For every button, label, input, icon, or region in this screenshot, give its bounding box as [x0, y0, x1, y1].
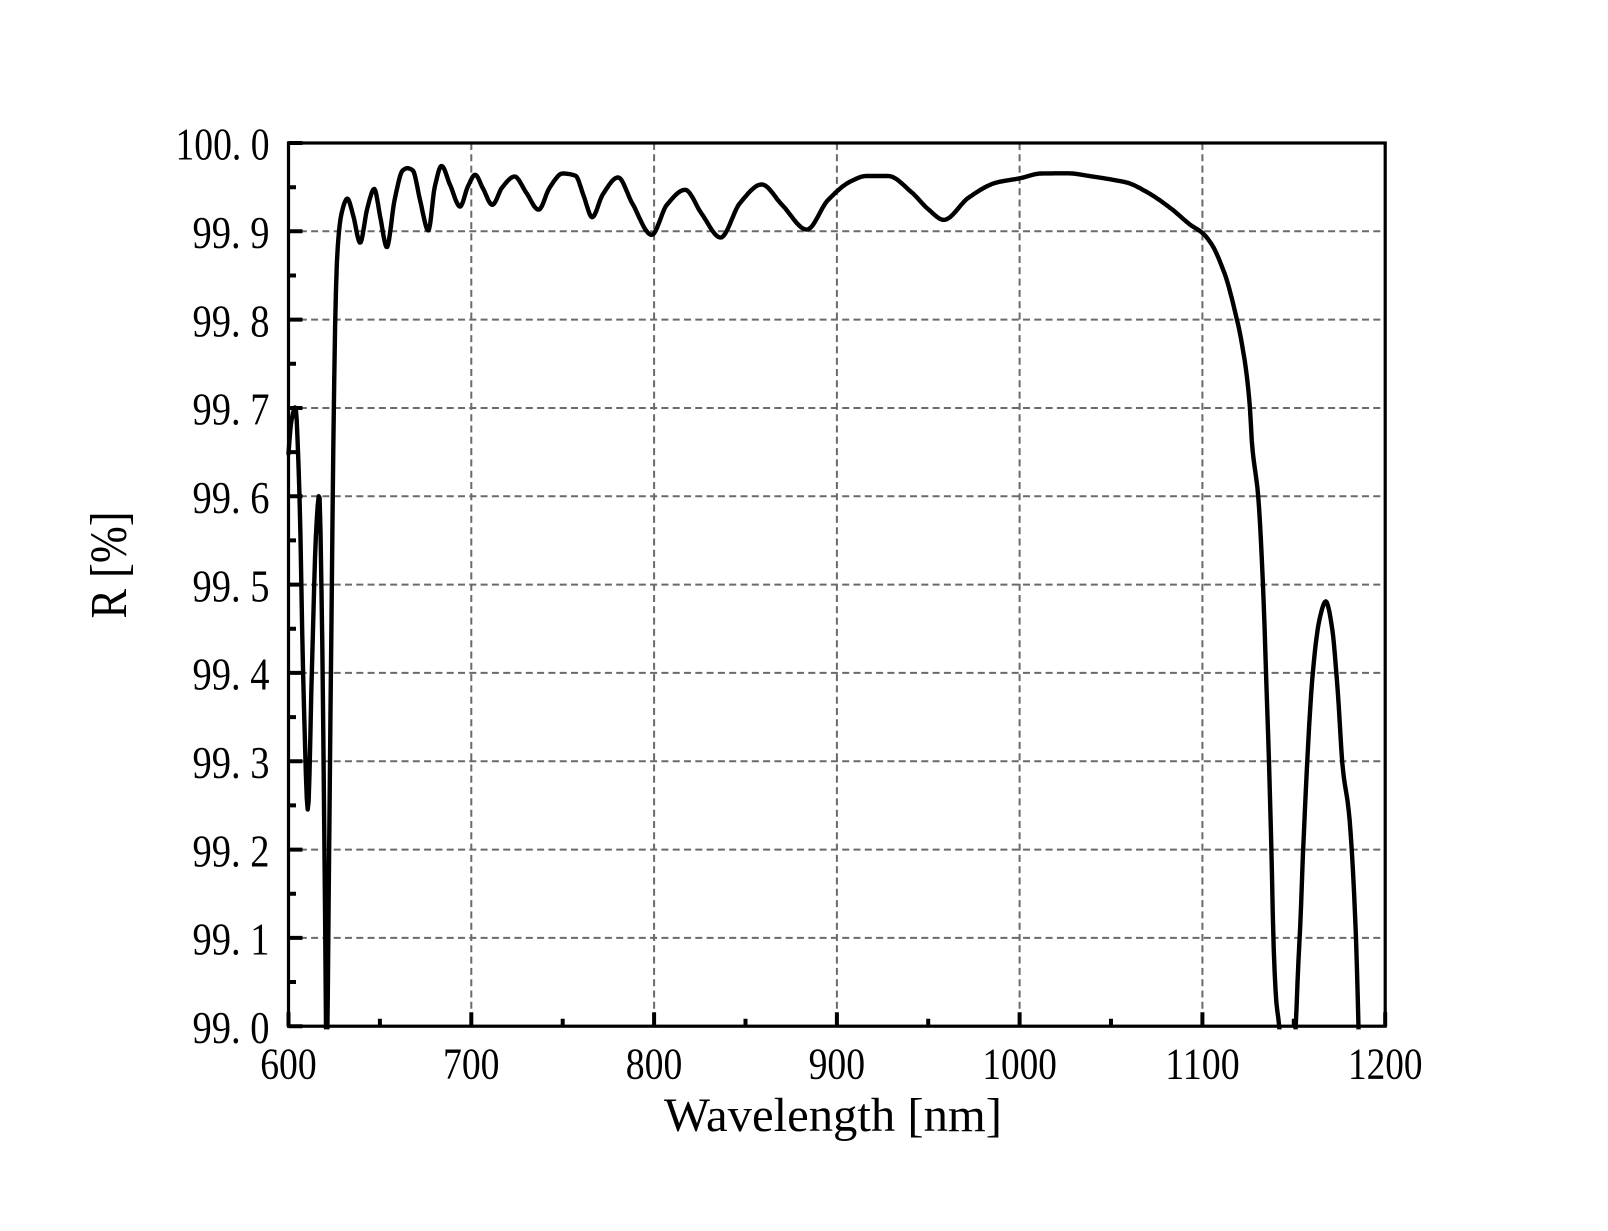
svg-text:1100: 1100	[1165, 1040, 1240, 1089]
svg-text:600: 600	[260, 1040, 317, 1089]
svg-text:99. 8: 99. 8	[193, 295, 270, 346]
svg-text:1200: 1200	[1348, 1040, 1423, 1089]
svg-text:99. 7: 99. 7	[193, 384, 270, 435]
svg-text:700: 700	[443, 1040, 500, 1089]
svg-text:99. 2: 99. 2	[193, 825, 270, 876]
svg-text:99. 4: 99. 4	[193, 649, 270, 700]
svg-text:1000: 1000	[982, 1040, 1057, 1089]
svg-text:100. 0: 100. 0	[176, 119, 270, 170]
svg-text:99. 5: 99. 5	[193, 560, 270, 611]
svg-text:Wavelength [nm]: Wavelength [nm]	[664, 1089, 1002, 1142]
svg-text:99. 9: 99. 9	[193, 207, 270, 258]
svg-text:900: 900	[809, 1040, 866, 1089]
svg-text:R [%]: R [%]	[81, 512, 138, 619]
svg-text:99. 1: 99. 1	[193, 914, 270, 965]
svg-text:99. 3: 99. 3	[193, 737, 270, 788]
svg-text:800: 800	[626, 1040, 683, 1089]
svg-text:99. 0: 99. 0	[193, 1002, 270, 1053]
svg-text:99. 6: 99. 6	[193, 472, 270, 523]
